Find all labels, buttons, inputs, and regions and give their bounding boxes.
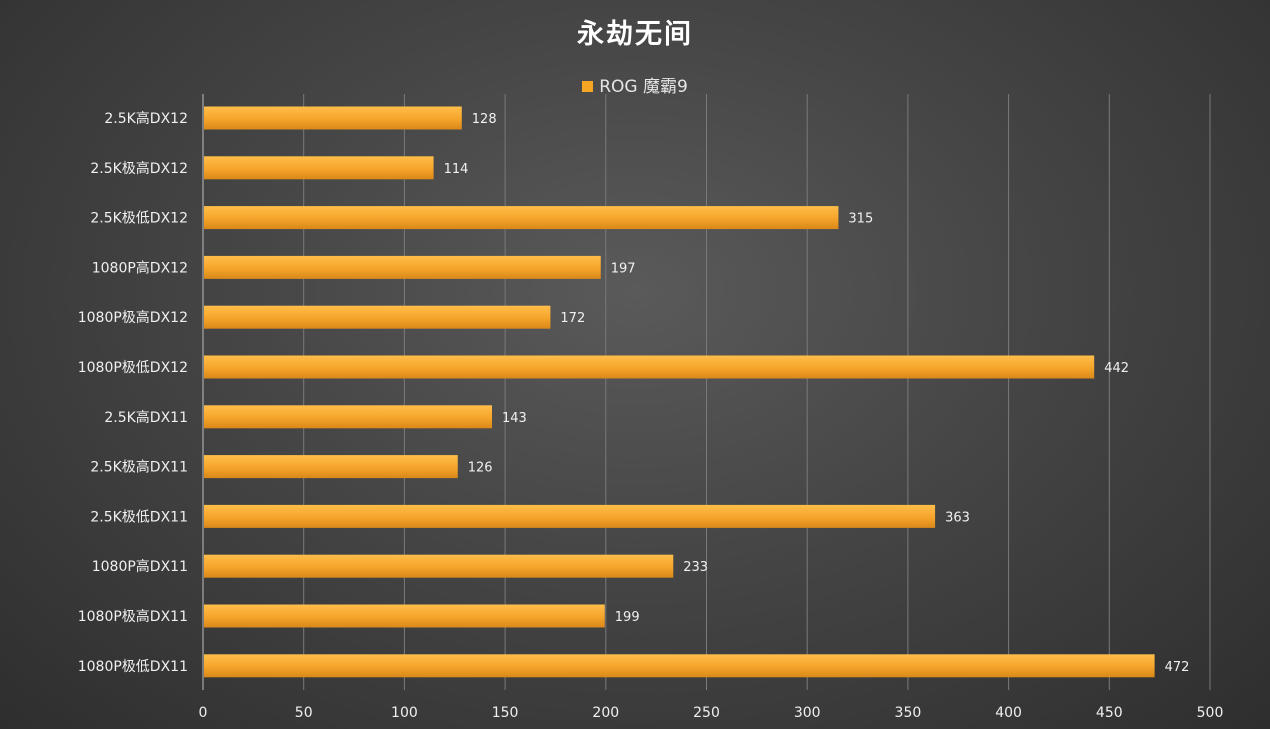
category-label: 1080P高DX11	[92, 558, 188, 575]
x-tick-label: 0	[199, 705, 208, 721]
legend: ROG 魔霸9	[0, 72, 1270, 97]
category-label: 1080P极低DX12	[78, 360, 188, 376]
data-label: 126	[468, 461, 493, 476]
bar	[204, 405, 493, 429]
bar	[204, 554, 674, 578]
bar	[204, 106, 462, 130]
category-label: 2.5K高DX12	[104, 110, 188, 127]
x-tick-label: 250	[693, 705, 720, 721]
labels: 0 50 100 150 200 250 300 350 400 450 500 128 2.5K高DX…	[78, 110, 1224, 721]
bar	[204, 305, 551, 329]
x-tick-label: 400	[995, 705, 1022, 721]
x-tick-label: 300	[794, 705, 821, 721]
category-label: 2.5K高DX11	[104, 409, 188, 426]
data-label: 172	[560, 311, 585, 326]
category-label: 1080P极高DX11	[78, 608, 188, 625]
data-label: 199	[615, 610, 640, 625]
data-label: 472	[1165, 660, 1190, 675]
bar	[204, 604, 605, 628]
category-label: 2.5K极低DX12	[90, 211, 188, 227]
x-tick-label: 350	[895, 705, 922, 721]
data-label: 143	[502, 411, 527, 426]
data-label: 197	[611, 261, 636, 276]
category-label: 2.5K极低DX11	[90, 509, 188, 525]
data-label: 442	[1104, 361, 1129, 376]
bar	[204, 455, 458, 479]
category-label: 1080P极高DX12	[78, 309, 188, 326]
chart-title: 永劫无间	[577, 19, 693, 50]
bar	[204, 156, 434, 180]
bar	[204, 355, 1095, 379]
x-tick-label: 50	[295, 705, 313, 721]
category-label: 1080P极低DX11	[78, 659, 188, 675]
data-label: 233	[683, 560, 708, 575]
x-tick-label: 200	[592, 705, 619, 721]
category-label: 2.5K极高DX11	[90, 459, 188, 476]
legend-swatch	[582, 81, 594, 92]
data-label: 315	[848, 212, 873, 227]
bar	[204, 504, 936, 528]
data-label: 128	[472, 112, 497, 127]
x-tick-label: 100	[391, 705, 418, 721]
bar	[204, 206, 839, 230]
data-label: 363	[945, 510, 970, 525]
x-tick-label: 450	[1096, 705, 1123, 721]
data-label: 114	[444, 162, 469, 177]
category-label: 2.5K极高DX12	[90, 160, 188, 177]
x-tick-label: 150	[492, 705, 519, 721]
bar	[204, 654, 1155, 678]
gridlines	[202, 94, 1211, 690]
x-tick-label: 500	[1197, 705, 1224, 721]
legend-label: ROG 魔霸9	[599, 77, 688, 97]
bar	[204, 255, 601, 279]
bars	[204, 106, 1155, 678]
category-label: 1080P高DX12	[92, 259, 188, 276]
